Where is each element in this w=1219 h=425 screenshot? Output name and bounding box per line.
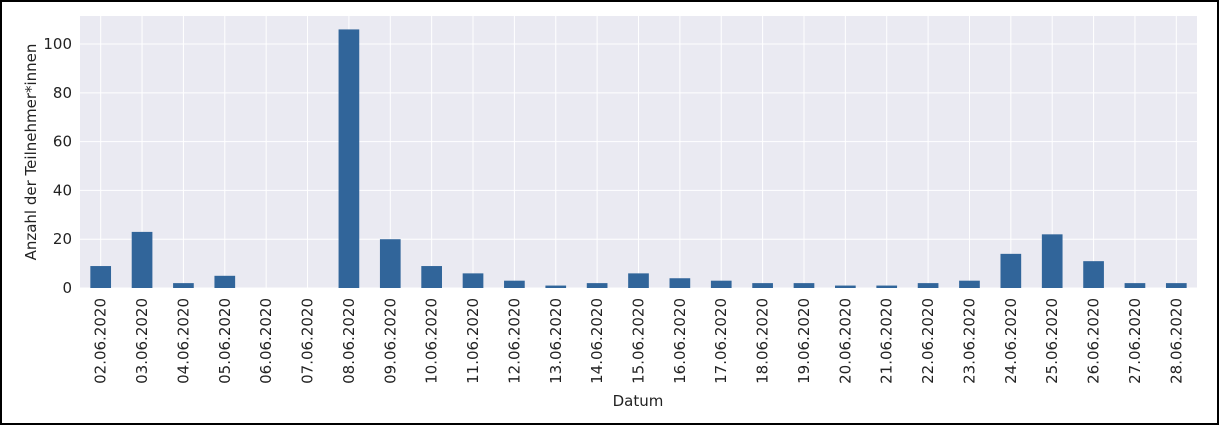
bar xyxy=(669,278,691,288)
bar xyxy=(90,266,112,288)
bar xyxy=(173,283,194,288)
x-tick-label: 23.06.2020 xyxy=(960,298,978,384)
x-tick-label: 24.06.2020 xyxy=(1002,298,1020,384)
x-tick-label: 22.06.2020 xyxy=(919,298,937,384)
x-tick-label: 02.06.2020 xyxy=(92,298,110,384)
bar xyxy=(338,29,360,288)
bar xyxy=(586,283,608,288)
bar xyxy=(379,239,401,288)
bar xyxy=(1041,234,1063,288)
y-tick-label: 20 xyxy=(53,230,72,248)
x-tick-label: 16.06.2020 xyxy=(671,298,689,384)
bar xyxy=(752,283,773,288)
x-tick-label: 11.06.2020 xyxy=(464,298,482,384)
x-axis-label: Datum xyxy=(613,392,664,410)
x-tick-label: 09.06.2020 xyxy=(381,298,399,384)
x-tick-label: 15.06.2020 xyxy=(630,298,648,384)
bar xyxy=(421,266,442,288)
y-tick-label: 40 xyxy=(53,181,72,199)
x-tick-label: 12.06.2020 xyxy=(505,298,523,384)
bar xyxy=(1083,261,1104,288)
bar xyxy=(1165,283,1187,288)
x-tick-label: 05.06.2020 xyxy=(216,298,234,384)
bar xyxy=(628,273,649,288)
x-tick-label: 07.06.2020 xyxy=(299,298,317,384)
x-tick-label: 18.06.2020 xyxy=(754,298,772,384)
bar xyxy=(917,283,939,288)
bar xyxy=(1124,283,1146,288)
x-tick-label: 21.06.2020 xyxy=(878,298,896,384)
x-tick-label: 26.06.2020 xyxy=(1085,298,1103,384)
bar xyxy=(835,285,856,288)
bar xyxy=(504,280,525,288)
x-tick-label: 20.06.2020 xyxy=(836,298,854,384)
x-tick-label: 03.06.2020 xyxy=(133,298,151,384)
bar xyxy=(876,285,898,288)
bar xyxy=(959,280,980,288)
x-tick-label: 19.06.2020 xyxy=(795,298,813,384)
bar xyxy=(462,273,484,288)
bar xyxy=(545,285,567,288)
bar xyxy=(131,231,153,288)
x-tick-label: 28.06.2020 xyxy=(1167,298,1185,384)
x-tick-label: 04.06.2020 xyxy=(174,298,192,384)
x-tick-label: 06.06.2020 xyxy=(257,298,275,384)
bar xyxy=(1000,253,1022,288)
y-tick-label: 100 xyxy=(43,35,72,53)
y-tick-label: 60 xyxy=(53,133,72,151)
x-tick-label: 08.06.2020 xyxy=(340,298,358,384)
bar xyxy=(214,275,236,288)
y-tick-label: 80 xyxy=(53,84,72,102)
bar xyxy=(793,283,815,288)
bar xyxy=(710,280,732,288)
x-tick-label: 25.06.2020 xyxy=(1043,298,1061,384)
y-tick-label: 0 xyxy=(62,279,72,297)
x-tick-label: 27.06.2020 xyxy=(1126,298,1144,384)
x-tick-label: 10.06.2020 xyxy=(423,298,441,384)
x-tick-label: 14.06.2020 xyxy=(588,298,606,384)
y-axis-label: Anzahl der Teilnehmer*innen xyxy=(22,44,40,261)
x-tick-label: 17.06.2020 xyxy=(712,298,730,384)
x-tick-label: 13.06.2020 xyxy=(547,298,565,384)
